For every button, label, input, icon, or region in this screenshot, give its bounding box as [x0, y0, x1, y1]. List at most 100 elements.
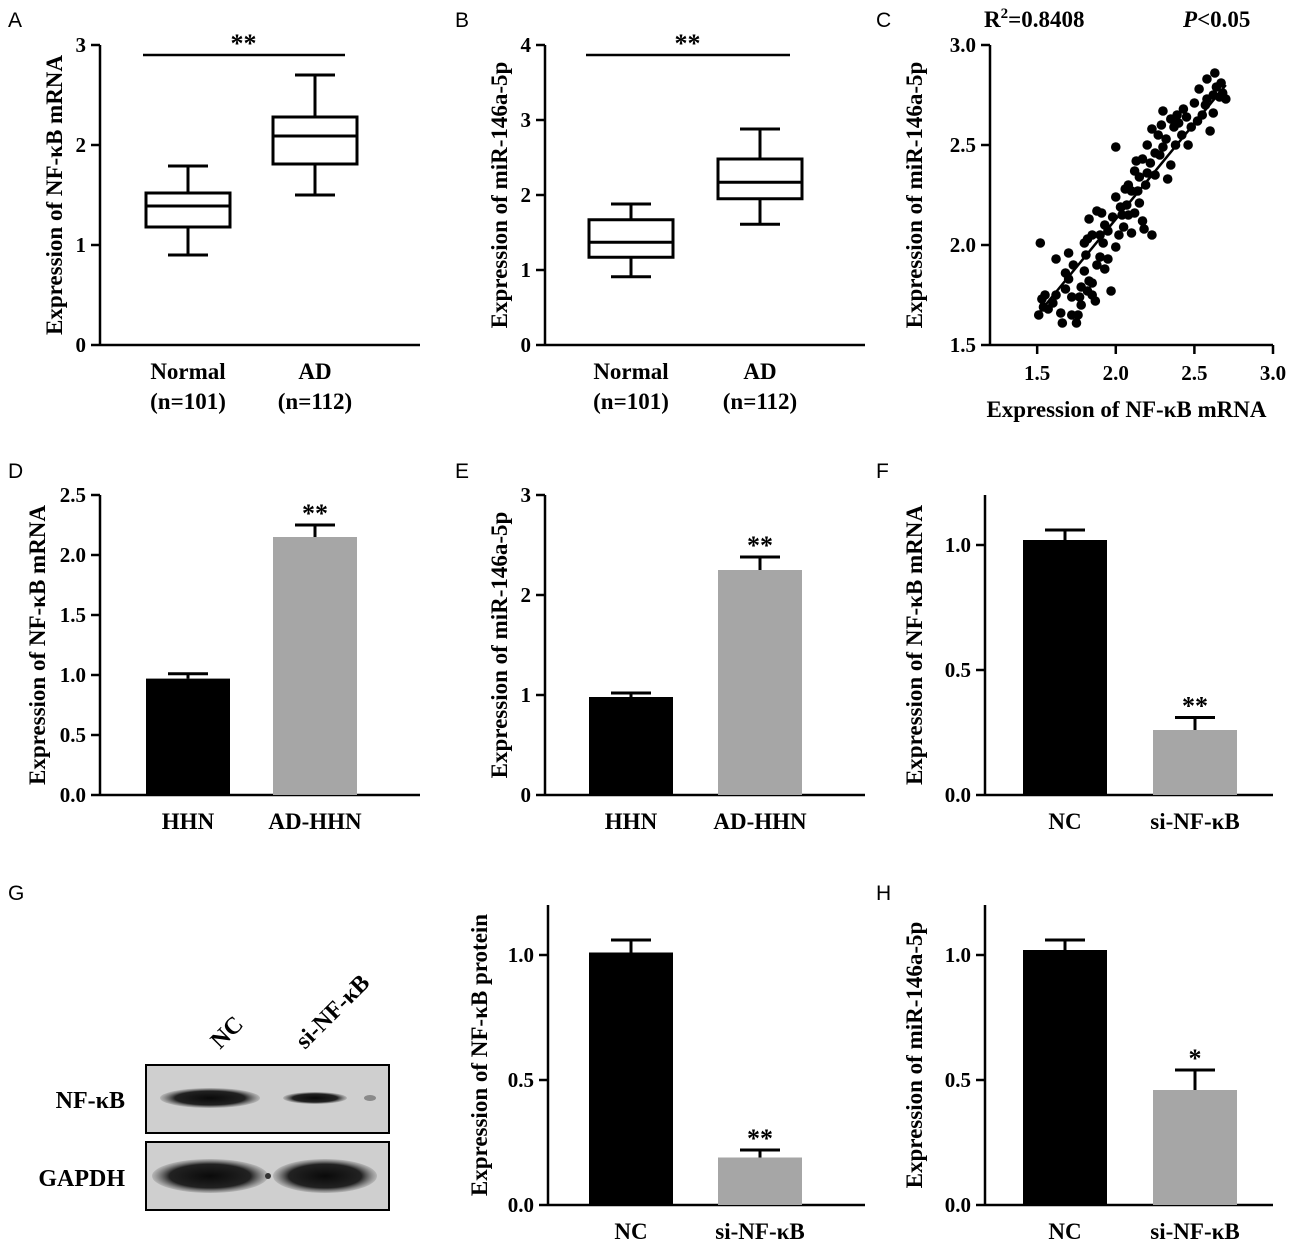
- y-axis-label: Expression of miR-146a-5p: [487, 62, 512, 329]
- western-blot: NC si-NF-κB NF-κB GAPDH: [38, 970, 390, 1211]
- scatter-point: [1040, 290, 1050, 300]
- y-axis-label: Expression of NF-κB protein: [467, 914, 492, 1196]
- y-tick-label: 1: [521, 258, 532, 282]
- scatter-point: [1096, 208, 1107, 218]
- scatter-point: [1173, 118, 1184, 128]
- r-squared-label: R2=0.8408: [984, 6, 1084, 32]
- y-axis-label: Expression of NF-κB mRNA: [902, 505, 927, 785]
- y-tick-label: 0: [521, 783, 532, 807]
- scatter-point: [1178, 104, 1189, 114]
- scatter-point: [1172, 110, 1182, 120]
- scatter-point: [1158, 106, 1168, 116]
- scatter-point: [1063, 248, 1074, 258]
- scatter-point: [1126, 228, 1137, 238]
- y-tick-label: 3: [76, 33, 87, 57]
- significance-label: **: [231, 29, 257, 58]
- y-tick-label: 2: [76, 133, 87, 157]
- box-iqr: [271, 115, 359, 166]
- significance-label: **: [747, 1124, 773, 1153]
- r-symbol: R: [984, 7, 1001, 32]
- bar: [1153, 730, 1237, 795]
- panel-h-barchart: 0.0 0.5 1.0 Expression of miR-146a-5p NC si-N…: [902, 905, 1273, 1244]
- bar: [718, 570, 802, 795]
- x-tick-label: 2.0: [1103, 361, 1129, 385]
- y-tick-label: 0.5: [508, 1068, 534, 1092]
- scatter-point: [1134, 198, 1145, 208]
- x-category-label: si-NF-κB: [1150, 1219, 1239, 1244]
- panel-letter-b: B: [455, 9, 469, 32]
- y-tick-label: 0.0: [945, 783, 971, 807]
- y-tick-label: 3: [521, 108, 532, 132]
- y-tick-label: 0.5: [60, 723, 86, 747]
- y-tick-label: 4: [521, 33, 532, 57]
- significance-label: **: [1182, 692, 1208, 721]
- blot-spot: [265, 1173, 271, 1179]
- y-axis-label: Expression of miR-146a-5p: [902, 922, 927, 1189]
- panel-a-boxplot: 0 1 2 3 Expression of NF-κB mRNA Normal (n=101…: [42, 29, 420, 414]
- blot-lane-label-nc: NC: [206, 1011, 249, 1054]
- p-symbol: P: [1182, 7, 1198, 32]
- box-iqr: [716, 157, 804, 201]
- scatter-point: [1134, 172, 1145, 182]
- scatter-point: [1051, 254, 1061, 264]
- x-category-label: NC: [1048, 1219, 1081, 1244]
- blot-band-nfkb-si-1: [283, 1092, 347, 1104]
- panel-letter-f: F: [876, 460, 889, 483]
- scatter-point: [1161, 134, 1171, 144]
- scatter-point: [1095, 230, 1105, 240]
- scatter-point: [1092, 260, 1102, 270]
- significance-label: **: [302, 499, 328, 528]
- scatter-point: [1035, 238, 1046, 248]
- x-category-label: NC: [1048, 809, 1081, 834]
- y-tick-label: 2.5: [60, 483, 86, 507]
- scatter-point: [1145, 158, 1156, 168]
- scatter-point: [1221, 94, 1231, 104]
- x-category-count: (n=112): [278, 389, 352, 414]
- scatter-point: [1189, 98, 1200, 108]
- x-category-label: AD-HHN: [268, 809, 362, 834]
- x-category-label: HHN: [162, 809, 215, 834]
- scatter-point: [1183, 140, 1193, 150]
- y-tick-label: 2.0: [60, 543, 86, 567]
- y-tick-label: 1.0: [60, 663, 86, 687]
- y-tick-label: 0.0: [508, 1193, 534, 1217]
- scatter-point: [1074, 292, 1085, 302]
- scatter-point: [1216, 78, 1226, 88]
- bar: [1023, 540, 1107, 795]
- scatter-point: [1137, 216, 1148, 226]
- y-tick-label: 1.5: [60, 603, 86, 627]
- panel-f-barchart: 0.0 0.5 1.0 Expression of NF-κB mRNA NC si-NF…: [902, 495, 1273, 834]
- scatter-point: [1202, 74, 1212, 84]
- blot-band-gapdh-nc: [152, 1159, 268, 1193]
- panel-letter-c: C: [876, 9, 891, 32]
- scatter-point: [1142, 168, 1153, 178]
- y-tick-label: 2.0: [950, 233, 976, 257]
- y-axis-label: Expression of miR-146a-5p: [902, 62, 927, 329]
- scatter-point: [1084, 214, 1094, 224]
- x-category-label: si-NF-κB: [1150, 809, 1239, 834]
- p-value-label: P<0.05: [1182, 7, 1250, 32]
- y-tick-label: 1.0: [945, 533, 971, 557]
- blot-lane-label-si: si-NF-κB: [291, 970, 375, 1054]
- y-tick-label: 0.0: [945, 1193, 971, 1217]
- y-tick-label: 1: [76, 233, 87, 257]
- panel-g-barchart: 0.0 0.5 1.0 Expression of NF-κB protein NC si…: [467, 905, 865, 1244]
- r-squared-value: =0.8408: [1008, 7, 1084, 32]
- regression-line: [1036, 84, 1227, 316]
- scatter-point: [1194, 84, 1204, 94]
- panel-b-boxplot: 0 1 2 3 4 Expression of miR-146a-5p Normal (n=1…: [487, 29, 865, 414]
- scatter-point: [1139, 224, 1149, 234]
- y-tick-label: 2: [521, 583, 532, 607]
- x-category-count: (n=101): [150, 389, 226, 414]
- x-category-label: Normal: [150, 359, 225, 384]
- scatter-point: [1060, 284, 1071, 294]
- y-tick-label: 0.5: [945, 658, 971, 682]
- scatter-point: [1114, 230, 1124, 240]
- scatter-point: [1087, 230, 1097, 240]
- bar: [718, 1157, 802, 1205]
- blot-row-label-nfkb: NF-κB: [56, 1088, 125, 1114]
- scatter-point: [1110, 142, 1121, 152]
- x-category-count: (n=112): [723, 389, 797, 414]
- y-tick-label: 1.5: [950, 333, 976, 357]
- scatter-point: [1158, 142, 1168, 152]
